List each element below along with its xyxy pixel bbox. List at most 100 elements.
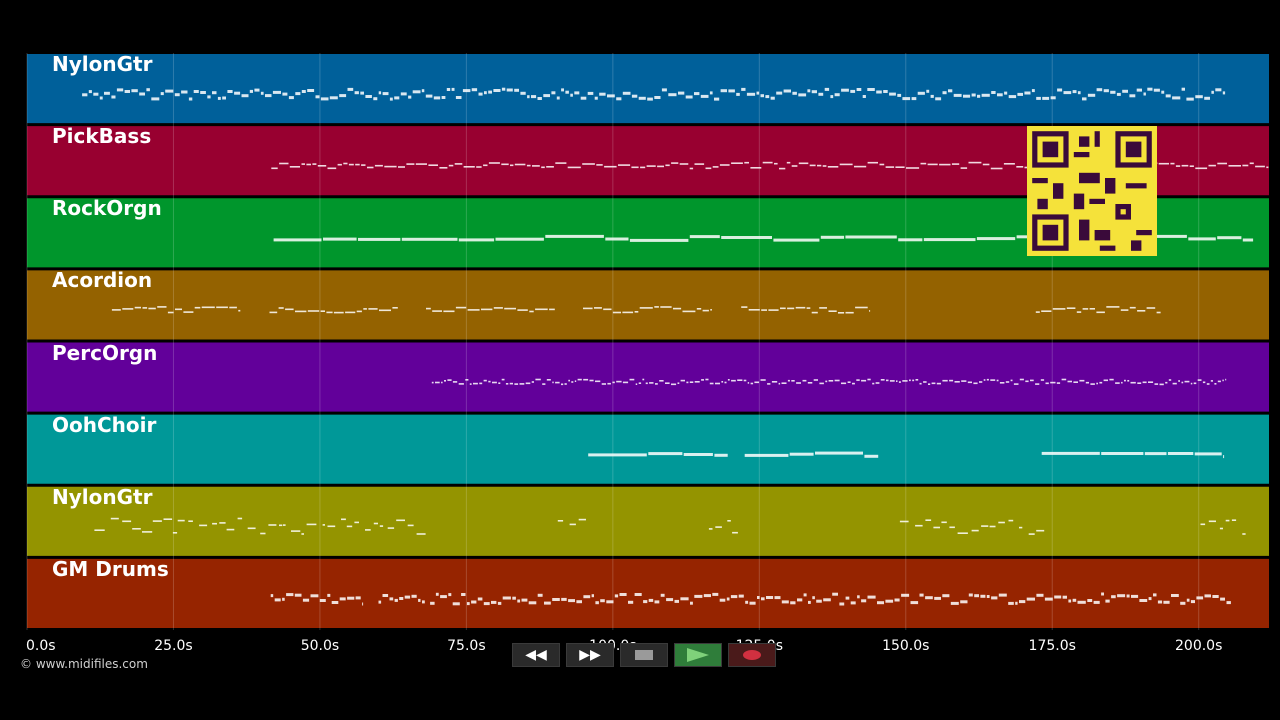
note-mark: [306, 163, 311, 166]
note-mark: [852, 382, 855, 385]
note-mark: [542, 383, 546, 385]
note-mark: [640, 166, 646, 169]
play-button[interactable]: [674, 643, 722, 667]
note-mark: [783, 89, 791, 93]
note-mark: [919, 382, 922, 385]
note-mark: [1072, 598, 1077, 602]
note-mark: [928, 383, 931, 385]
note-mark: [1211, 90, 1214, 94]
note-mark: [1131, 594, 1139, 598]
note-mark: [728, 89, 735, 93]
note-mark: [709, 382, 714, 385]
note-mark: [665, 164, 670, 167]
note-mark: [247, 527, 256, 530]
note-mark: [861, 599, 867, 603]
note-mark: [1144, 452, 1167, 456]
note-mark: [387, 527, 395, 529]
note-mark: [768, 309, 779, 311]
note-mark: [175, 308, 182, 311]
note-mark: [679, 163, 689, 165]
note-mark: [271, 167, 278, 170]
note-mark: [249, 89, 253, 93]
rewind-button[interactable]: ◀◀: [512, 643, 560, 667]
note-mark: [355, 596, 361, 600]
note-mark: [1137, 382, 1142, 384]
note-mark: [1015, 601, 1018, 605]
note-mark: [361, 164, 366, 166]
note-mark: [671, 383, 677, 386]
note-mark: [595, 601, 599, 605]
note-mark: [1170, 162, 1175, 165]
note-mark: [806, 307, 811, 309]
note-mark: [502, 596, 511, 600]
note-mark: [466, 602, 470, 606]
note-mark: [990, 167, 1003, 170]
note-mark: [286, 593, 294, 597]
note-mark: [738, 594, 744, 598]
note-mark: [82, 93, 88, 97]
note-mark: [642, 378, 645, 381]
fast-forward-button[interactable]: ▶▶: [566, 643, 614, 667]
note-mark: [973, 382, 978, 385]
note-mark: [897, 93, 902, 97]
note-mark: [488, 90, 492, 94]
transport-controls: ◀◀ ▶▶: [512, 643, 776, 667]
note-mark: [628, 600, 634, 604]
note-mark: [668, 93, 677, 97]
track-lane: [27, 54, 1269, 124]
note-mark: [368, 308, 378, 310]
track-lane: [27, 414, 1269, 484]
note-mark: [384, 165, 397, 168]
note-mark: [923, 381, 927, 383]
tick-label: 25.0s: [154, 638, 193, 654]
note-mark: [399, 597, 404, 600]
note-mark: [631, 94, 638, 98]
note-mark: [307, 89, 315, 92]
note-mark: [710, 309, 712, 311]
note-mark: [1036, 96, 1041, 100]
note-mark: [732, 531, 738, 534]
note-mark: [365, 95, 372, 98]
note-mark: [373, 522, 378, 525]
note-mark: [580, 96, 587, 100]
record-button[interactable]: [728, 643, 776, 667]
note-mark: [408, 95, 412, 99]
note-mark: [333, 311, 344, 314]
note-mark: [886, 379, 889, 382]
note-mark: [315, 95, 320, 99]
note-mark: [635, 383, 638, 385]
note-mark: [604, 165, 617, 168]
note-mark: [875, 382, 880, 384]
note-mark: [818, 92, 824, 96]
note-mark: [634, 311, 639, 313]
note-mark: [680, 379, 685, 382]
note-mark: [845, 311, 854, 314]
record-icon: [743, 650, 761, 660]
note-mark: [392, 307, 398, 309]
note-mark: [709, 91, 713, 95]
note-mark: [501, 87, 506, 91]
note-mark: [619, 593, 627, 596]
note-mark: [756, 91, 760, 95]
note-mark: [312, 163, 317, 165]
note-mark: [996, 379, 999, 382]
note-mark: [488, 380, 491, 383]
note-mark: [845, 596, 850, 600]
note-mark: [857, 595, 860, 599]
note-mark: [690, 601, 693, 605]
note-mark: [991, 91, 996, 94]
note-mark: [902, 380, 908, 382]
note-mark: [721, 381, 724, 383]
note-mark: [1017, 92, 1023, 96]
note-mark: [901, 593, 910, 597]
note-mark: [471, 88, 478, 92]
note-mark: [748, 309, 760, 311]
note-mark: [639, 307, 653, 309]
note-mark: [813, 379, 818, 381]
stop-button[interactable]: [620, 643, 668, 667]
note-mark: [379, 525, 384, 527]
note-mark: [864, 454, 879, 458]
note-mark: [354, 91, 359, 95]
note-mark: [1200, 523, 1206, 526]
note-mark: [941, 521, 947, 524]
